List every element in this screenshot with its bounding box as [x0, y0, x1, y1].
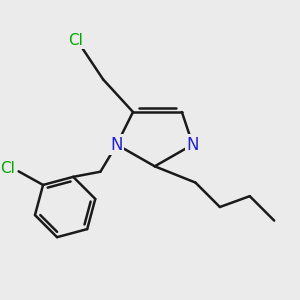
Text: Cl: Cl: [69, 32, 83, 47]
Text: N: N: [187, 136, 199, 154]
Text: N: N: [110, 136, 123, 154]
Text: Cl: Cl: [0, 161, 15, 176]
